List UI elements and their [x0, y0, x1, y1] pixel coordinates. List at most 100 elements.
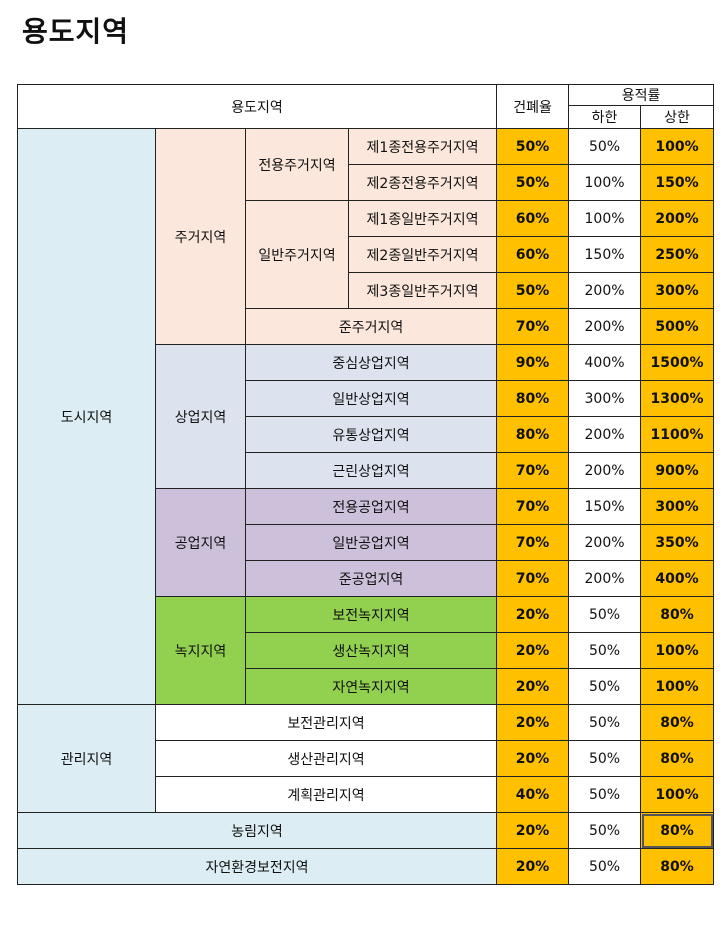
far-max-cell[interactable]: 900% — [640, 452, 715, 489]
far-max-cell[interactable]: 250% — [640, 236, 715, 273]
bcr-cell[interactable]: 20% — [496, 812, 570, 849]
far-max-cell[interactable]: 80% — [640, 848, 715, 885]
far-max-cell[interactable]: 300% — [640, 272, 715, 309]
zone-name[interactable]: 제1종일반주거지역 — [347, 200, 498, 237]
bcr-cell[interactable]: 60% — [496, 200, 570, 237]
far-min-cell[interactable]: 200% — [568, 272, 642, 309]
far-min-cell[interactable]: 200% — [568, 416, 642, 453]
far-max-cell[interactable]: 80% — [640, 704, 715, 741]
header-zone[interactable]: 용도지역 — [16, 84, 498, 129]
bcr-cell[interactable]: 50% — [496, 164, 570, 201]
far-min-cell[interactable]: 50% — [568, 596, 642, 633]
bcr-cell[interactable]: 20% — [496, 740, 570, 777]
zone-name[interactable]: 제2종일반주거지역 — [347, 236, 498, 273]
group-general-residential[interactable]: 일반주거지역 — [245, 200, 349, 309]
far-max-cell[interactable]: 100% — [640, 128, 715, 165]
far-max-cell[interactable]: 350% — [640, 524, 715, 561]
far-min-cell[interactable]: 50% — [568, 668, 642, 705]
far-max-cell[interactable]: 1100% — [640, 416, 715, 453]
far-min-cell[interactable]: 100% — [568, 164, 642, 201]
zone-name[interactable]: 자연환경보전지역 — [16, 848, 498, 885]
table-row: 제2종일반주거지역 60% 150% 250% — [18, 236, 715, 273]
table-row: 생산녹지지역 20% 50% 100% — [18, 632, 715, 669]
zone-name[interactable]: 중심상업지역 — [244, 344, 498, 381]
far-min-cell[interactable]: 50% — [568, 632, 642, 669]
far-max-cell[interactable]: 400% — [640, 560, 715, 597]
bcr-cell[interactable]: 20% — [496, 632, 570, 669]
bcr-cell[interactable]: 40% — [496, 776, 570, 813]
far-min-cell[interactable]: 50% — [568, 776, 642, 813]
far-max-cell[interactable]: 300% — [640, 488, 715, 525]
bcr-cell[interactable]: 60% — [496, 236, 570, 273]
far-min-cell[interactable]: 100% — [568, 200, 642, 237]
zone-name[interactable]: 보전녹지지역 — [244, 596, 498, 633]
far-min-cell[interactable]: 150% — [568, 488, 642, 525]
group-residential[interactable]: 주거지역 — [155, 128, 246, 345]
far-min-cell[interactable]: 200% — [568, 524, 642, 561]
zone-name[interactable]: 농림지역 — [16, 812, 498, 849]
zone-name[interactable]: 유통상업지역 — [244, 416, 498, 453]
zone-name[interactable]: 일반상업지역 — [244, 380, 498, 417]
group-industrial[interactable]: 공업지역 — [155, 488, 246, 597]
header-far[interactable]: 용적률 — [568, 84, 715, 106]
far-min-cell[interactable]: 400% — [568, 344, 642, 381]
bcr-cell[interactable]: 80% — [496, 416, 570, 453]
zone-name[interactable]: 계획관리지역 — [154, 776, 498, 813]
table-row: 관리지역 보전관리지역 20% 50% 80% — [17, 704, 715, 813]
bcr-cell[interactable]: 70% — [496, 488, 570, 525]
zone-name[interactable]: 자연녹지지역 — [244, 668, 498, 705]
far-min-cell[interactable]: 200% — [568, 452, 642, 489]
group-commercial[interactable]: 상업지역 — [155, 344, 246, 489]
far-min-cell[interactable]: 200% — [568, 560, 642, 597]
bcr-cell[interactable]: 20% — [496, 704, 570, 741]
far-min-cell[interactable]: 200% — [568, 308, 642, 345]
group-management[interactable]: 관리지역 — [17, 704, 156, 813]
zone-name[interactable]: 준주거지역 — [244, 308, 498, 345]
far-max-cell[interactable]: 100% — [640, 776, 715, 813]
zone-name[interactable]: 제3종일반주거지역 — [347, 272, 498, 309]
far-max-cell[interactable]: 100% — [640, 668, 715, 705]
header-far-max[interactable]: 상한 — [640, 105, 715, 129]
bcr-cell[interactable]: 70% — [496, 560, 570, 597]
group-urban[interactable]: 도시지역 — [17, 128, 156, 705]
far-max-cell-selected[interactable]: 80% — [640, 812, 715, 849]
far-max-cell[interactable]: 200% — [640, 200, 715, 237]
bcr-cell[interactable]: 90% — [496, 344, 570, 381]
far-max-cell[interactable]: 100% — [640, 632, 715, 669]
bcr-cell[interactable]: 50% — [496, 128, 570, 165]
bcr-cell[interactable]: 70% — [496, 524, 570, 561]
zone-name[interactable]: 준공업지역 — [244, 560, 498, 597]
far-min-cell[interactable]: 50% — [568, 128, 642, 165]
group-green[interactable]: 녹지지역 — [155, 596, 246, 705]
bcr-cell[interactable]: 70% — [496, 452, 570, 489]
bcr-cell[interactable]: 50% — [496, 272, 570, 309]
zone-name[interactable]: 일반공업지역 — [244, 524, 498, 561]
zone-name[interactable]: 제1종전용주거지역 — [347, 128, 498, 165]
far-max-cell[interactable]: 1500% — [640, 344, 715, 381]
far-min-cell[interactable]: 50% — [568, 704, 642, 741]
zone-name[interactable]: 생산녹지지역 — [244, 632, 498, 669]
far-max-cell[interactable]: 150% — [640, 164, 715, 201]
header-bcr[interactable]: 건폐율 — [496, 84, 570, 129]
far-max-cell[interactable]: 500% — [640, 308, 715, 345]
far-min-cell[interactable]: 150% — [568, 236, 642, 273]
bcr-cell[interactable]: 80% — [496, 380, 570, 417]
far-min-cell[interactable]: 50% — [568, 848, 642, 885]
zone-name[interactable]: 생산관리지역 — [154, 740, 498, 777]
zone-name[interactable]: 보전관리지역 — [154, 704, 498, 741]
far-min-cell[interactable]: 300% — [568, 380, 642, 417]
far-max-cell[interactable]: 80% — [640, 596, 715, 633]
far-min-cell[interactable]: 50% — [568, 740, 642, 777]
bcr-cell[interactable]: 20% — [496, 668, 570, 705]
far-max-cell[interactable]: 1300% — [640, 380, 715, 417]
bcr-cell[interactable]: 20% — [496, 848, 570, 885]
zone-name[interactable]: 제2종전용주거지역 — [347, 164, 498, 201]
bcr-cell[interactable]: 20% — [496, 596, 570, 633]
bcr-cell[interactable]: 70% — [496, 308, 570, 345]
zone-name[interactable]: 전용공업지역 — [244, 488, 498, 525]
group-exclusive-residential[interactable]: 전용주거지역 — [245, 128, 349, 201]
header-far-min[interactable]: 하한 — [568, 105, 642, 129]
far-max-cell[interactable]: 80% — [640, 740, 715, 777]
far-min-cell[interactable]: 50% — [568, 812, 642, 849]
zone-name[interactable]: 근린상업지역 — [244, 452, 498, 489]
